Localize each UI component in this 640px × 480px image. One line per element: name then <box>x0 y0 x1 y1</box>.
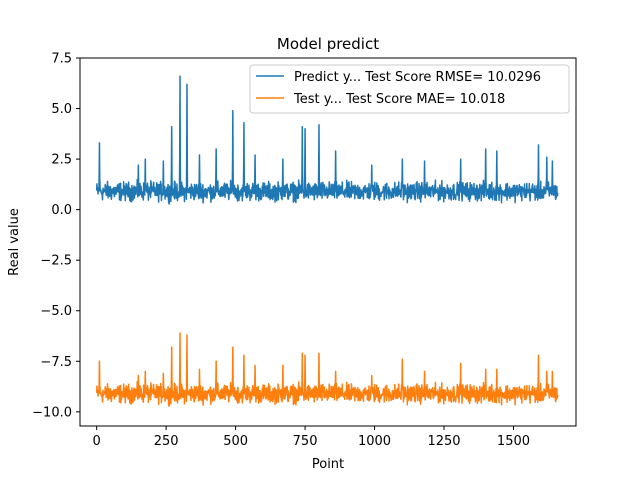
x-tick-label: 500 <box>223 434 248 449</box>
series-line-test <box>95 332 559 408</box>
y-tick-label: 5.0 <box>51 102 72 117</box>
y-tick-label: −5.0 <box>40 304 72 319</box>
x-tick-label: 1000 <box>358 434 391 449</box>
y-axis-label: Real value <box>7 208 22 276</box>
legend-box <box>249 64 570 114</box>
axes-frame <box>80 58 576 426</box>
series-layer <box>95 75 559 408</box>
legend: Predict y... Test Score RMSE= 10.0296 Te… <box>249 64 570 114</box>
y-axis: −10.0 −7.5 −5.0 −2.5 0.0 2.5 5.0 7.5 <box>32 52 80 420</box>
x-tick-label: 250 <box>154 434 179 449</box>
x-tick-label: 750 <box>293 434 318 449</box>
plot-area <box>79 57 577 427</box>
y-tick-label: 0.0 <box>51 203 72 218</box>
legend-label-predict: Predict y... Test Score RMSE= 10.0296 <box>294 70 541 85</box>
y-tick-label: 7.5 <box>51 52 72 67</box>
chart-title: Model predict <box>277 35 379 53</box>
series-line-predict <box>95 75 559 205</box>
axes-border <box>79 57 577 427</box>
legend-label-test: Test y... Test Score MAE= 10.018 <box>293 92 505 107</box>
y-tick-label: −10.0 <box>32 405 72 420</box>
x-tick-label: 0 <box>93 434 101 449</box>
x-tick-label: 1250 <box>427 434 460 449</box>
x-axis: 0 250 500 750 1000 1250 1500 <box>93 426 530 449</box>
x-axis-label: Point <box>312 457 344 472</box>
y-tick-label: 2.5 <box>51 153 72 168</box>
x-tick-label: 1500 <box>497 434 530 449</box>
y-tick-label: −2.5 <box>40 254 72 269</box>
y-tick-label: −7.5 <box>40 355 72 370</box>
